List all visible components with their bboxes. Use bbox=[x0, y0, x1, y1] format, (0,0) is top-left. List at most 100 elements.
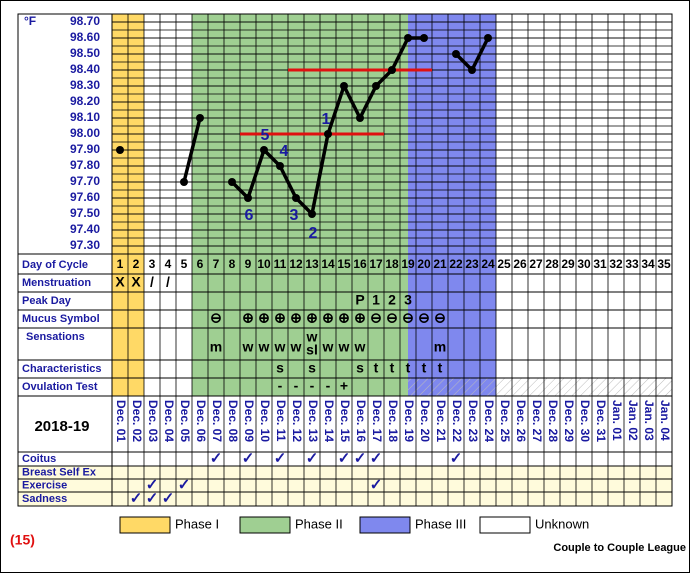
check-mark: ✓ bbox=[130, 490, 143, 507]
temperature-point bbox=[468, 66, 476, 74]
check-mark: ✓ bbox=[370, 476, 383, 493]
cycle-day: 11 bbox=[274, 257, 287, 271]
cell-text: ⊕ bbox=[306, 310, 318, 326]
cycle-day: 19 bbox=[401, 257, 415, 271]
check-mark: ✓ bbox=[178, 476, 191, 493]
y-tick-label: 97.30 bbox=[70, 238, 100, 252]
cycle-day: 33 bbox=[625, 257, 639, 271]
cell-text: ⊕ bbox=[354, 310, 366, 326]
check-mark: ✓ bbox=[274, 450, 287, 467]
cell-text: w bbox=[242, 339, 254, 355]
cycle-day: 13 bbox=[305, 257, 319, 271]
annotation: 4 bbox=[280, 143, 289, 160]
cycle-day: 10 bbox=[257, 257, 271, 271]
legend-label: Phase I bbox=[175, 516, 219, 531]
cycle-day: 1 bbox=[117, 257, 124, 271]
y-tick-label: 97.40 bbox=[70, 222, 100, 236]
cell-text: ⊖ bbox=[210, 310, 222, 326]
marks bbox=[116, 34, 492, 218]
check-rows-bg bbox=[18, 466, 672, 506]
cell-text: w bbox=[290, 339, 302, 355]
date-label: Dec. 28 bbox=[546, 400, 560, 442]
cell-text: t bbox=[438, 360, 443, 376]
cycle-day: 9 bbox=[245, 257, 252, 271]
row-label: Mucus Symbol bbox=[22, 313, 100, 325]
cell-text: ⊕ bbox=[322, 310, 334, 326]
cell-text: / bbox=[150, 274, 154, 290]
date-label: Dec. 01 bbox=[114, 400, 128, 442]
cell-text: ⊖ bbox=[370, 310, 382, 326]
temperature-point bbox=[260, 146, 268, 154]
date-label: Dec. 10 bbox=[258, 400, 272, 442]
date-label: Dec. 11 bbox=[274, 400, 288, 442]
legend-swatch bbox=[119, 516, 171, 534]
cell-text: X bbox=[131, 274, 141, 290]
legend-swatch bbox=[359, 516, 411, 534]
check-mark: ✓ bbox=[242, 450, 255, 467]
temperature-point bbox=[372, 82, 380, 90]
cell-text: w bbox=[306, 329, 318, 345]
check-mark: ✓ bbox=[162, 490, 175, 507]
y-tick-label: 97.80 bbox=[70, 158, 100, 172]
y-tick-label: 98.70 bbox=[70, 14, 100, 28]
temperature-point bbox=[340, 82, 348, 90]
cell-text: m bbox=[210, 339, 222, 355]
cycle-day: 31 bbox=[593, 257, 607, 271]
date-label: Dec. 31 bbox=[594, 400, 608, 442]
row-label: Exercise bbox=[22, 479, 67, 491]
temperature-point bbox=[484, 34, 492, 42]
cycle-day: 7 bbox=[213, 257, 220, 271]
cell-text: ⊕ bbox=[338, 310, 350, 326]
cell-text: - bbox=[278, 378, 283, 394]
date-label: Dec. 22 bbox=[450, 400, 464, 442]
date-label: Dec. 15 bbox=[338, 400, 352, 442]
cell-text: s bbox=[276, 360, 284, 376]
row-label: Coitus bbox=[22, 453, 56, 465]
cell-text: / bbox=[166, 274, 170, 290]
cell-text: m bbox=[434, 339, 446, 355]
year-label: 2018-19 bbox=[34, 418, 89, 435]
y-tick-label: 97.90 bbox=[70, 142, 100, 156]
temperature-point bbox=[420, 34, 428, 42]
cycle-day: 26 bbox=[513, 257, 527, 271]
check-mark: ✓ bbox=[210, 450, 223, 467]
y-tick-label: 97.50 bbox=[70, 206, 100, 220]
temperature-point bbox=[276, 162, 284, 170]
date-label: Dec. 03 bbox=[146, 400, 160, 442]
cycle-day: 6 bbox=[197, 257, 204, 271]
date-label: Jan. 04 bbox=[658, 400, 672, 441]
cell-text: 1 bbox=[372, 292, 380, 308]
date-label: Dec. 21 bbox=[434, 400, 448, 442]
date-label: Dec. 09 bbox=[242, 400, 256, 442]
grid bbox=[17, 13, 673, 507]
cycle-day: 12 bbox=[289, 257, 303, 271]
check-mark: ✓ bbox=[354, 450, 367, 467]
y-tick-label: 98.10 bbox=[70, 110, 100, 124]
date-label: Dec. 29 bbox=[562, 400, 576, 442]
cell-text: t bbox=[374, 360, 379, 376]
legend-label: Phase III bbox=[415, 516, 466, 531]
legend-label: Phase II bbox=[295, 516, 343, 531]
cell-text: ⊖ bbox=[434, 310, 446, 326]
cycle-day: 21 bbox=[433, 257, 447, 271]
cell-text: sl bbox=[306, 342, 318, 358]
cell-text: w bbox=[274, 339, 286, 355]
temperature-point bbox=[324, 130, 332, 138]
chart-number: (15) bbox=[10, 532, 35, 548]
date-label: Jan. 01 bbox=[610, 400, 624, 441]
date-label: Dec. 19 bbox=[402, 400, 416, 442]
cycle-day: 8 bbox=[229, 257, 236, 271]
unit-label: °F bbox=[24, 14, 36, 28]
y-tick-label: 98.40 bbox=[70, 62, 100, 76]
y-tick-label: 98.00 bbox=[70, 126, 100, 140]
cycle-day: 25 bbox=[497, 257, 511, 271]
date-label: Dec. 08 bbox=[226, 400, 240, 442]
row-label: Sadness bbox=[22, 493, 67, 505]
cycle-day: 18 bbox=[385, 257, 399, 271]
row-label: Ovulation Test bbox=[22, 381, 98, 393]
check-mark: ✓ bbox=[146, 490, 159, 507]
y-tick-label: 97.60 bbox=[70, 190, 100, 204]
cell-text: + bbox=[340, 378, 348, 394]
check-mark: ✓ bbox=[450, 450, 463, 467]
